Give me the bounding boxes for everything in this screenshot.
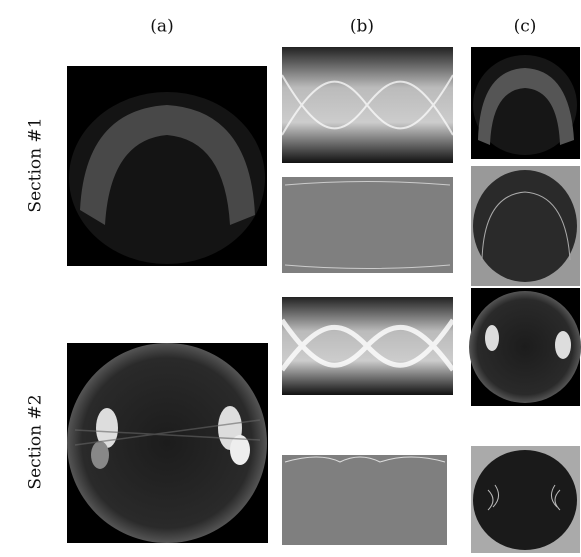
column-label: (c) xyxy=(514,17,537,37)
image-c1 xyxy=(471,47,580,159)
row-label: Section #1 xyxy=(26,117,46,212)
image-c3 xyxy=(469,288,581,406)
image-b2 xyxy=(282,177,453,273)
image-b1 xyxy=(282,47,453,163)
row-label: Section #2 xyxy=(26,394,46,489)
image-b3 xyxy=(282,297,453,395)
column-label: (b) xyxy=(350,17,374,37)
image-a2 xyxy=(67,343,268,543)
image-c2 xyxy=(471,166,580,286)
figure: (a) (b) (c) Section #1 Section #2 xyxy=(0,0,581,557)
column-label: (a) xyxy=(150,17,173,37)
image-b4 xyxy=(282,455,447,545)
image-a1 xyxy=(67,66,267,266)
image-c4 xyxy=(471,446,580,553)
